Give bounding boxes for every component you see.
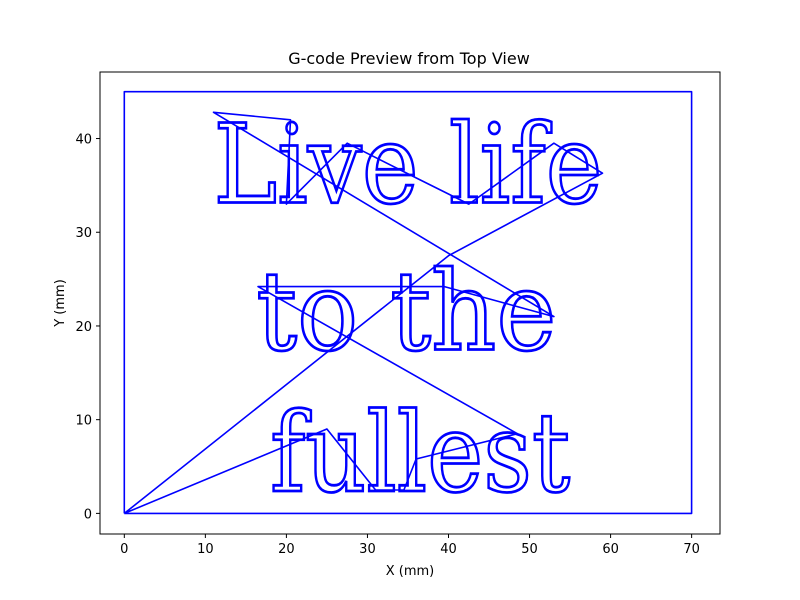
- x-axis-label: X (mm): [386, 564, 435, 579]
- x-tick-label: 30: [359, 542, 376, 557]
- x-tick-label: 50: [521, 542, 538, 557]
- x-tick-label: 40: [440, 542, 457, 557]
- y-tick-label: 20: [75, 320, 92, 335]
- plot-content: Live life to the fullest: [123, 90, 693, 518]
- x-tick-label: 60: [602, 542, 619, 557]
- boundary-path: [123, 90, 693, 515]
- x-axis: 0 10 20 30 40 50 60 70: [120, 534, 700, 557]
- engraved-text-line: Live life: [213, 100, 602, 228]
- travel-path: [123, 111, 604, 515]
- x-tick-label: 0: [120, 542, 128, 557]
- x-tick-label: 70: [683, 542, 700, 557]
- chart-title: G-code Preview from Top View: [288, 49, 530, 68]
- plot-area: [99, 71, 721, 535]
- y-tick-label: 0: [84, 507, 92, 522]
- y-tick-label: 40: [75, 133, 92, 148]
- y-axis-label: Y (mm): [53, 279, 68, 328]
- x-tick-label: 20: [278, 542, 295, 557]
- y-axis: 0 10 20 30 40: [75, 133, 100, 522]
- x-tick-label: 10: [197, 542, 214, 557]
- engraved-text-line: fullest: [270, 389, 570, 517]
- y-tick-label: 10: [75, 414, 92, 429]
- engraved-text-line: to the: [256, 247, 556, 375]
- y-tick-label: 30: [75, 226, 92, 241]
